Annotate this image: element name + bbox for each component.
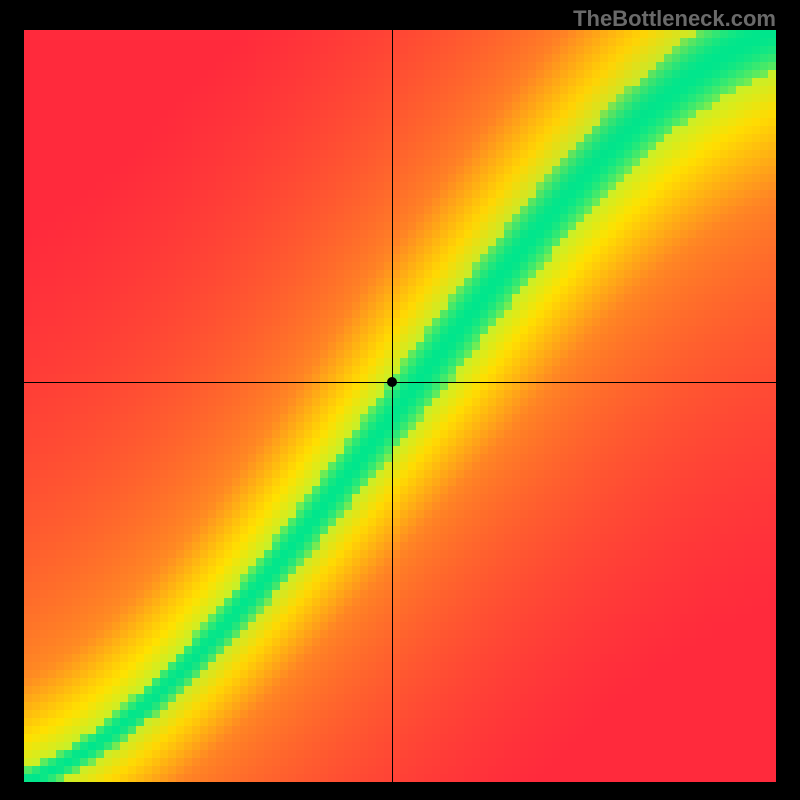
crosshair-horizontal (24, 382, 776, 383)
watermark-text: TheBottleneck.com (573, 6, 776, 32)
selection-marker (387, 377, 397, 387)
crosshair-vertical (392, 30, 393, 782)
heatmap-canvas (24, 30, 776, 782)
bottleneck-heatmap (24, 30, 776, 782)
